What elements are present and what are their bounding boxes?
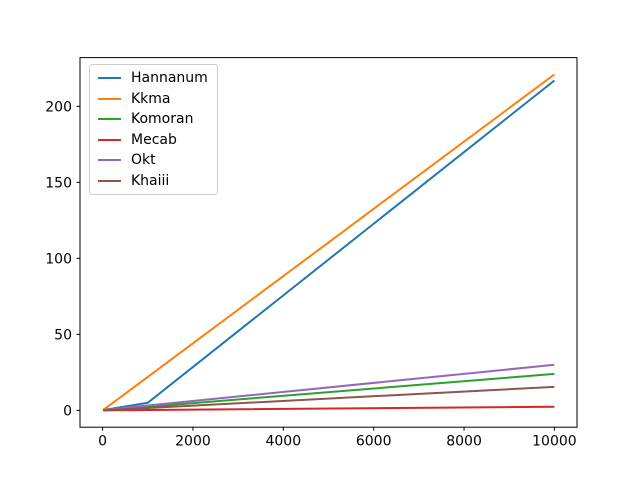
x-tick-label: 4000	[265, 434, 301, 450]
legend-entry-khaiii: Khaiii	[98, 174, 208, 188]
legend-line-swatch	[98, 118, 121, 120]
y-tick-label: 200	[45, 99, 72, 115]
plot-frame	[79, 57, 578, 428]
legend-label: Komoran	[131, 111, 194, 127]
legend-label: Mecab	[131, 131, 177, 148]
legend-line-swatch	[98, 159, 121, 161]
x-tick-label: 2000	[175, 434, 211, 450]
legend-entry-okt: Okt	[98, 153, 208, 167]
legend-label: Okt	[131, 152, 156, 168]
legend-label: Kkma	[131, 90, 171, 107]
legend-line-swatch	[98, 138, 121, 141]
series-line-kkma	[102, 73, 556, 411]
x-tick-label: 6000	[356, 434, 392, 450]
legend-entry-komoran: Komoran	[98, 112, 208, 126]
legend-entry-mecab: Mecab	[98, 133, 208, 147]
y-tick-label: 50	[54, 327, 72, 343]
legend-entry-kkma: Kkma	[98, 92, 208, 106]
legend-line-swatch	[98, 97, 121, 100]
x-tick-label: 0	[98, 434, 107, 450]
series-line-komoran	[102, 372, 555, 412]
legend-line-swatch	[98, 77, 121, 79]
legend-line-swatch	[98, 179, 121, 182]
series-line-okt	[102, 363, 555, 412]
legend-label: Hannanum	[131, 70, 208, 86]
x-tick-label: 8000	[446, 434, 482, 450]
y-tick-label: 100	[45, 251, 72, 267]
x-tick-label: 10000	[532, 434, 577, 450]
legend: Hannanum Kkma Komoran Mecab Okt Khaiii	[89, 64, 218, 195]
y-tick-label: 150	[45, 175, 72, 191]
y-tick-label: 0	[63, 403, 72, 419]
legend-entry-hannanum: Hannanum	[98, 71, 208, 85]
legend-label: Khaiii	[131, 172, 170, 189]
series-line-khaiii	[102, 385, 555, 412]
